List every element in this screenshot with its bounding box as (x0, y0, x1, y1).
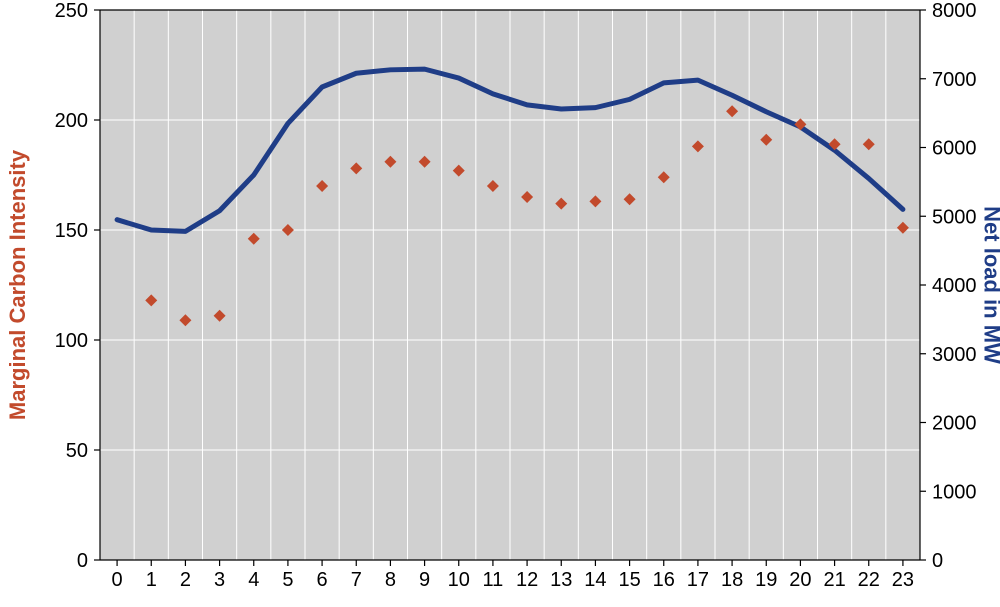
tick-label-x: 8 (385, 569, 396, 591)
tick-label-x: 23 (892, 569, 914, 591)
tick-label-x: 0 (112, 569, 123, 591)
tick-label-right: 5000 (932, 206, 977, 228)
tick-label-x: 6 (317, 569, 328, 591)
tick-label-left: 50 (66, 440, 88, 462)
tick-label-x: 1 (146, 569, 157, 591)
tick-label-left: 100 (55, 330, 88, 352)
tick-label-left: 150 (55, 220, 88, 242)
tick-label-x: 14 (584, 569, 606, 591)
tick-label-right: 4000 (932, 275, 977, 297)
tick-label-x: 13 (550, 569, 572, 591)
tick-label-left: 200 (55, 110, 88, 132)
tick-label-x: 21 (823, 569, 845, 591)
tick-label-x: 3 (214, 569, 225, 591)
tick-label-x: 2 (180, 569, 191, 591)
tick-label-left: 250 (55, 0, 88, 22)
tick-label-x: 12 (516, 569, 538, 591)
tick-label-right: 8000 (932, 0, 977, 22)
tick-label-left: 0 (77, 550, 88, 572)
tick-label-x: 22 (858, 569, 880, 591)
y-axis-right-label: Net load in MW (979, 206, 1000, 364)
dual-axis-chart: Marginal Carbon Intensity Net load in MW… (0, 0, 1000, 607)
tick-label-x: 4 (248, 569, 259, 591)
tick-label-x: 7 (351, 569, 362, 591)
tick-label-x: 18 (721, 569, 743, 591)
tick-label-x: 20 (789, 569, 811, 591)
tick-label-x: 17 (687, 569, 709, 591)
tick-label-x: 11 (483, 569, 504, 591)
chart-svg: 0501001502002500100020003000400050006000… (0, 0, 1000, 607)
y-axis-left-label: Marginal Carbon Intensity (5, 150, 31, 420)
tick-label-right: 1000 (932, 481, 977, 503)
tick-label-x: 16 (653, 569, 675, 591)
tick-label-right: 3000 (932, 344, 977, 366)
tick-label-x: 19 (755, 569, 777, 591)
tick-label-right: 0 (932, 550, 943, 572)
tick-label-x: 15 (618, 569, 640, 591)
tick-label-x: 9 (419, 569, 430, 591)
tick-label-x: 10 (448, 569, 470, 591)
tick-label-right: 6000 (932, 138, 977, 160)
tick-label-x: 5 (282, 569, 293, 591)
tick-label-right: 7000 (932, 69, 977, 91)
tick-label-right: 2000 (932, 413, 977, 435)
